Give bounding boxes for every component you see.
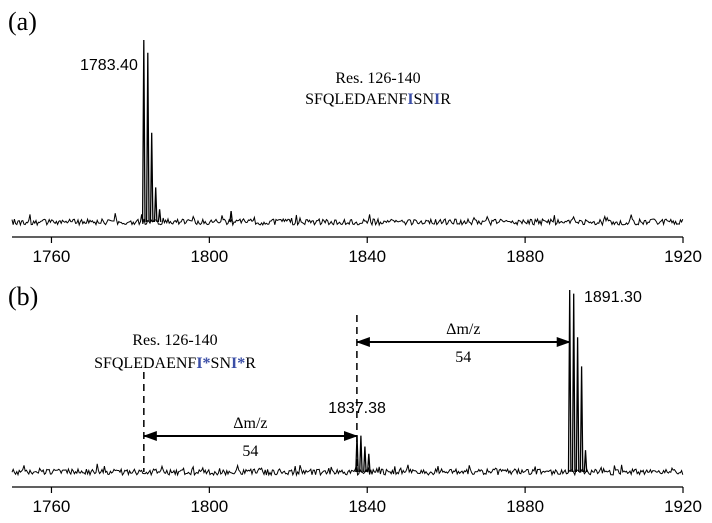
sequence-segment: I* bbox=[196, 355, 210, 372]
sequence-segment: I bbox=[434, 91, 440, 108]
sequence-segment: SFQLEDAENF bbox=[305, 91, 407, 108]
peak-mark bbox=[579, 366, 584, 473]
x-tick-label: 1800 bbox=[190, 497, 228, 516]
panel-a-peptide-range: Res. 126-140 bbox=[335, 70, 420, 87]
x-tick-label: 1760 bbox=[33, 497, 71, 516]
peak-mark bbox=[575, 337, 580, 473]
panel-b: (b) 1760 1800 1840 1880 1920 Δm/z 54 Δm/z 54 Re… bbox=[8, 282, 702, 516]
x-tick-label: 1840 bbox=[348, 497, 386, 516]
x-tick-label: 1920 bbox=[664, 497, 702, 516]
sequence-segment: R bbox=[245, 355, 256, 372]
panel-a-spectrum bbox=[11, 39, 684, 227]
peak-mark bbox=[567, 289, 572, 473]
panel-b-peak-label-1: 1837.38 bbox=[328, 400, 386, 417]
peak-mark bbox=[229, 211, 233, 223]
panel-b-peptide-range: Res. 126-140 bbox=[132, 332, 217, 349]
peak-mark bbox=[363, 446, 367, 473]
x-tick-label: 1920 bbox=[664, 247, 702, 266]
panel-b-peak-label-2: 1891.30 bbox=[584, 289, 642, 306]
sequence-segment: I bbox=[407, 91, 413, 108]
peak-mark bbox=[153, 187, 158, 223]
peak-mark bbox=[149, 132, 154, 223]
peak-mark bbox=[583, 450, 588, 473]
peak-mark bbox=[145, 52, 150, 223]
x-tick-label: 1880 bbox=[506, 247, 544, 266]
x-tick-label: 1840 bbox=[348, 247, 386, 266]
peak-mark bbox=[141, 39, 146, 223]
panel-a-label: (a) bbox=[8, 7, 37, 36]
sequence-segment: SFQLEDAENF bbox=[94, 355, 196, 372]
sequence-segment: I* bbox=[231, 355, 245, 372]
delta-value: 54 bbox=[455, 349, 471, 366]
sequence-segment: SN bbox=[414, 91, 435, 108]
panel-a: (a) 1760 1800 1840 1880 1920 1783.40 Res. 12… bbox=[8, 7, 702, 266]
peak-mark bbox=[571, 293, 576, 473]
delta-value: 54 bbox=[242, 443, 258, 460]
x-tick-label: 1760 bbox=[33, 247, 71, 266]
peak-mark bbox=[366, 453, 371, 473]
panel-b-label: (b) bbox=[8, 282, 38, 311]
panel-a-x-axis: 1760 1800 1840 1880 1920 bbox=[12, 236, 702, 266]
panel-a-peak-label: 1783.40 bbox=[80, 57, 138, 74]
sequence-segment: SN bbox=[211, 355, 232, 372]
panel-b-sequence: SFQLEDAENFI*SNI*R bbox=[94, 355, 256, 372]
panel-a-sequence: SFQLEDAENFISNIR bbox=[305, 91, 451, 108]
x-tick-label: 1800 bbox=[190, 247, 228, 266]
panel-b-annotations: Δm/z 54 Δm/z 54 bbox=[142, 315, 571, 472]
delta-label: Δm/z bbox=[233, 415, 267, 432]
x-tick-label: 1880 bbox=[506, 497, 544, 516]
panel-b-spectrum bbox=[11, 289, 684, 477]
peak-mark bbox=[157, 209, 162, 223]
panel-b-x-axis: 1760 1800 1840 1880 1920 bbox=[12, 486, 702, 516]
peak-mark bbox=[359, 435, 363, 473]
sequence-segment: R bbox=[440, 91, 451, 108]
baseline-noise bbox=[11, 213, 684, 227]
delta-label: Δm/z bbox=[446, 321, 480, 338]
